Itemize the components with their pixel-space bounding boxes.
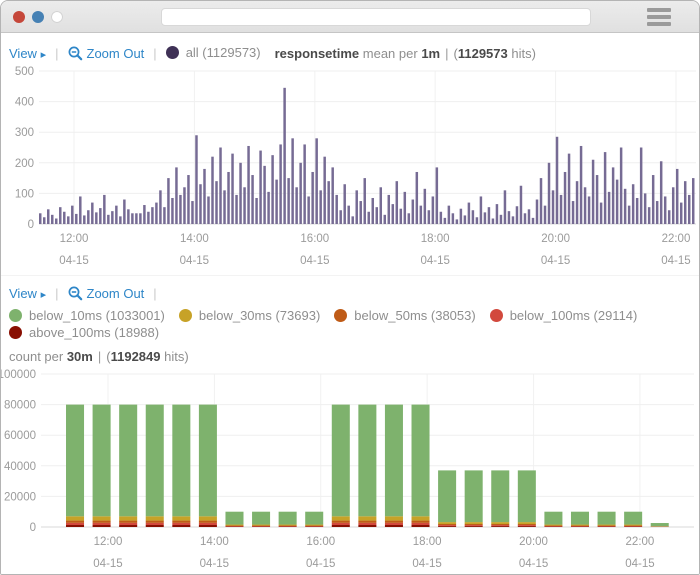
- zoom-out-button[interactable]: Zoom Out: [68, 46, 144, 61]
- legend-dot: [165, 46, 179, 59]
- interval-value: 1m: [421, 46, 441, 61]
- legend-label: below_10ms (1033001): [29, 308, 165, 323]
- count-header: View ▸ | Zoom Out | below_10ms (1033001)…: [1, 284, 699, 368]
- svg-text:0: 0: [28, 219, 34, 231]
- responsetime-header: View ▸ | Zoom Out | all (1129573) respon…: [1, 43, 699, 66]
- separator: |: [153, 46, 157, 61]
- count-legend: below_10ms (1033001) below_30ms (73693) be…: [9, 308, 691, 342]
- legend-label: all (1129573): [185, 45, 261, 60]
- responsetime-chart[interactable]: 0 100 200 300 400 500 12:00 04-15 14:00 04-15 16:0…: [1, 66, 700, 271]
- svg-text:20000: 20000: [4, 491, 36, 503]
- hits-count: 1192849: [110, 349, 161, 364]
- responsetime-panel: View ▸ | Zoom Out | all (1129573) respon…: [1, 43, 699, 271]
- separator: |: [55, 286, 59, 301]
- svg-text:300: 300: [15, 127, 34, 139]
- legend-dot: [9, 326, 22, 339]
- svg-text:0: 0: [30, 522, 36, 534]
- separator: |: [153, 286, 157, 301]
- svg-text:100: 100: [15, 188, 34, 200]
- legend-item-below_30ms[interactable]: below_30ms (73693): [178, 308, 321, 323]
- svg-text:16:00: 16:00: [306, 536, 335, 548]
- svg-text:04-15: 04-15: [300, 255, 329, 267]
- legend-dot: [9, 309, 22, 322]
- address-bar[interactable]: [161, 8, 591, 26]
- svg-text:60000: 60000: [4, 430, 36, 442]
- caret-right-icon: ▸: [40, 49, 47, 61]
- svg-text:22:00: 22:00: [662, 233, 691, 245]
- hits-count: 1129573: [457, 46, 508, 61]
- svg-text:04-15: 04-15: [93, 558, 122, 570]
- svg-text:04-15: 04-15: [661, 255, 690, 267]
- svg-text:12:00: 12:00: [94, 536, 123, 548]
- svg-text:04-15: 04-15: [541, 255, 570, 267]
- hamburger-menu-icon[interactable]: [647, 8, 671, 26]
- zoom-out-icon: [68, 46, 82, 61]
- legend-label: below_30ms (73693): [198, 308, 321, 323]
- svg-text:200: 200: [15, 158, 34, 170]
- legend-item-below_100ms[interactable]: below_100ms (29114): [489, 308, 638, 323]
- svg-text:04-15: 04-15: [200, 558, 229, 570]
- svg-text:04-15: 04-15: [420, 255, 449, 267]
- svg-text:04-15: 04-15: [519, 558, 548, 570]
- svg-text:40000: 40000: [4, 461, 36, 473]
- responsetime-summary: responsetime mean per 1m | (1129573 hits): [274, 46, 536, 61]
- legend-item-below_10ms[interactable]: below_10ms (1033001): [9, 308, 165, 323]
- close-button[interactable]: [13, 10, 25, 23]
- count-panel: View ▸ | Zoom Out | below_10ms (1033001)…: [1, 275, 700, 575]
- count-chart[interactable]: 0 20000 40000 60000 80000 100000 12:00 04-15 14:…: [1, 368, 700, 575]
- legend-label: below_50ms (38053): [354, 308, 476, 323]
- zoom-out-icon: [68, 286, 82, 301]
- separator: |: [55, 46, 59, 61]
- page-content: View ▸ | Zoom Out | all (1129573) respon…: [1, 33, 700, 575]
- svg-text:22:00: 22:00: [626, 536, 655, 548]
- window-controls: [13, 10, 63, 23]
- svg-text:04-15: 04-15: [625, 558, 654, 570]
- count-summary: count per 30m | (1192849 hits): [9, 349, 189, 364]
- legend-dot: [334, 309, 348, 322]
- responsetime-legend: all (1129573): [165, 45, 275, 62]
- svg-text:04-15: 04-15: [306, 558, 335, 570]
- zoom-out-button[interactable]: Zoom Out: [68, 286, 144, 301]
- metric-name: responsetime: [274, 46, 360, 61]
- svg-text:04-15: 04-15: [412, 558, 441, 570]
- svg-text:18:00: 18:00: [421, 233, 450, 245]
- legend-item-below_50ms[interactable]: below_50ms (38053): [334, 308, 476, 323]
- interval-value: 30m: [66, 349, 93, 364]
- svg-text:14:00: 14:00: [180, 233, 209, 245]
- browser-chrome: [1, 1, 699, 33]
- legend-dot: [178, 309, 192, 322]
- svg-text:500: 500: [15, 66, 34, 78]
- legend-label: above_100ms (18988): [29, 325, 160, 340]
- caret-right-icon: ▸: [40, 289, 47, 301]
- zoom-button[interactable]: [51, 10, 63, 23]
- minimize-button[interactable]: [32, 10, 44, 23]
- svg-text:14:00: 14:00: [200, 536, 229, 548]
- svg-text:18:00: 18:00: [413, 536, 442, 548]
- svg-text:80000: 80000: [4, 400, 36, 412]
- svg-text:20:00: 20:00: [541, 233, 570, 245]
- svg-text:400: 400: [15, 97, 34, 109]
- legend-item-above_100ms[interactable]: above_100ms (18988): [9, 325, 159, 340]
- view-menu-link[interactable]: View ▸: [9, 46, 47, 61]
- svg-text:20:00: 20:00: [519, 536, 548, 548]
- svg-text:04-15: 04-15: [180, 255, 209, 267]
- svg-text:04-15: 04-15: [59, 255, 88, 267]
- legend-label: below_100ms (29114): [509, 308, 638, 323]
- svg-text:16:00: 16:00: [300, 233, 329, 245]
- legend-dot: [489, 309, 503, 322]
- view-menu-link[interactable]: View ▸: [9, 286, 47, 301]
- svg-text:12:00: 12:00: [60, 233, 89, 245]
- svg-text:100000: 100000: [1, 369, 36, 381]
- legend-item-all[interactable]: all (1129573): [165, 45, 261, 60]
